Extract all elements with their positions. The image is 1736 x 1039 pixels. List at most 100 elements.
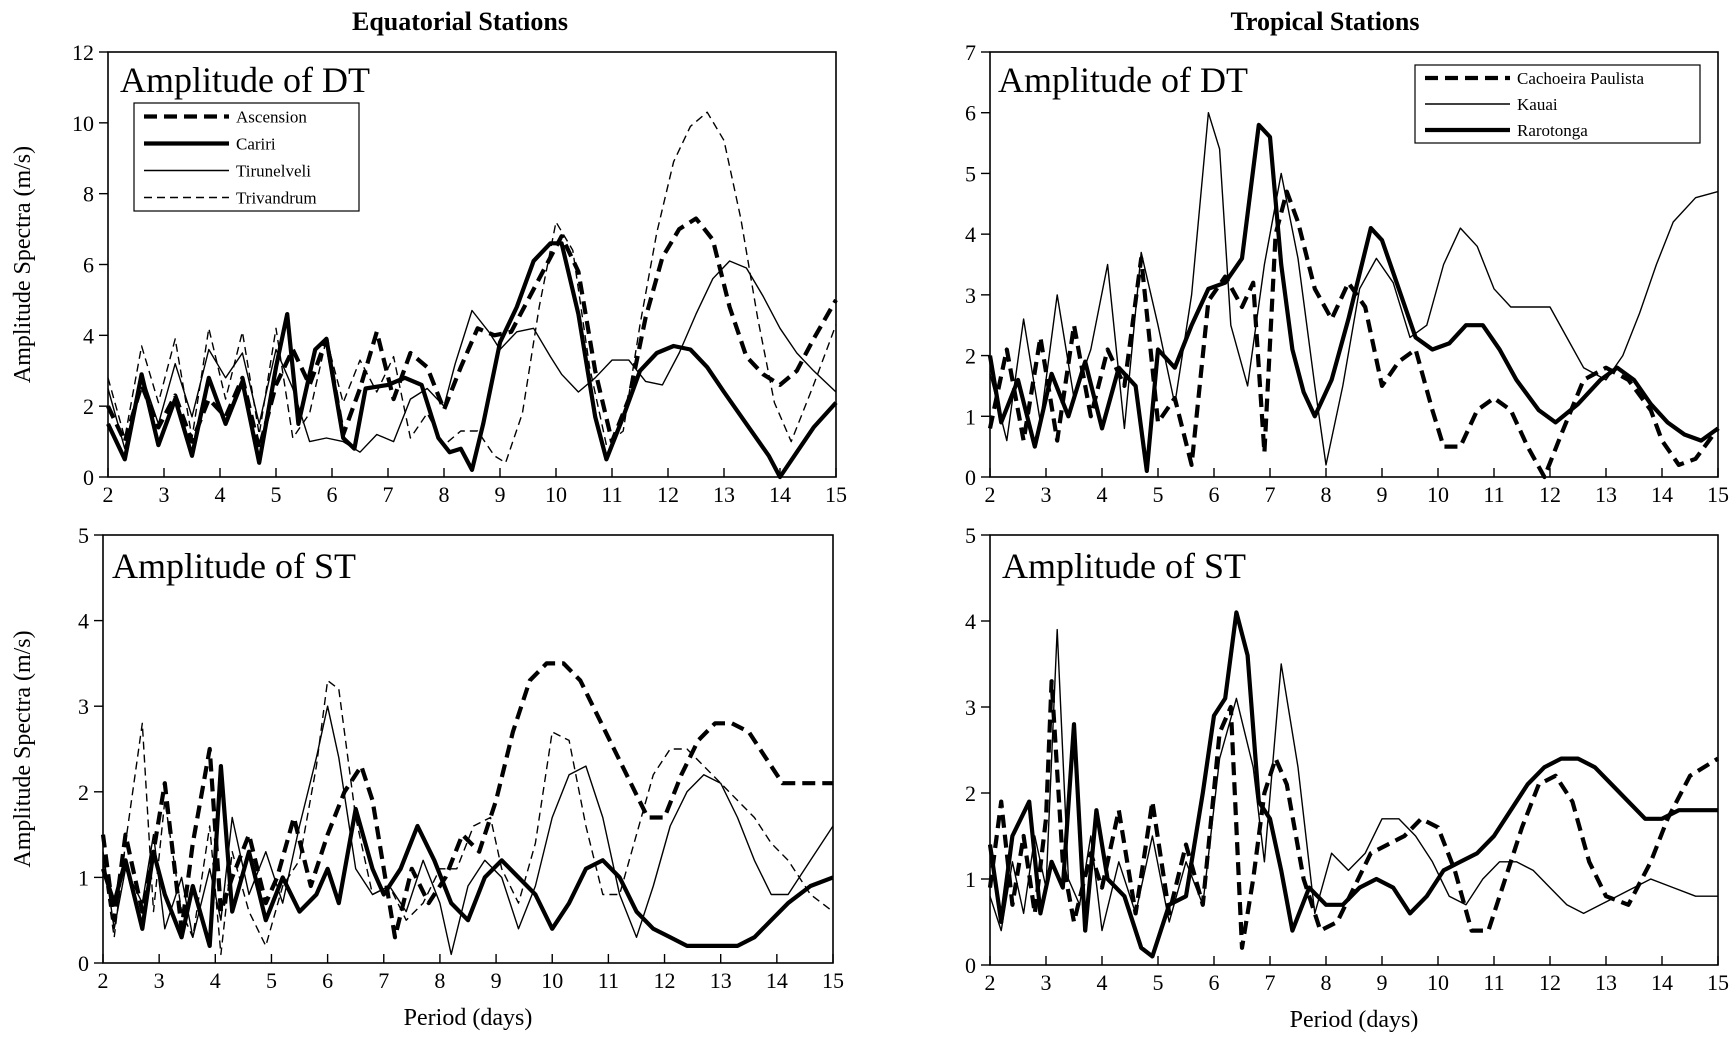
x-tick-label: 12	[1539, 970, 1561, 995]
x-tick-label: 14	[1651, 970, 1673, 995]
x-tick-label: 6	[1209, 482, 1220, 507]
x-tick-label: 15	[825, 482, 847, 507]
x-tick-label: 2	[985, 482, 996, 507]
series-line-cariri	[101, 763, 834, 949]
legend-label: Cariri	[236, 135, 276, 154]
y-axis-label: Amplitude Spectra (m/s)	[10, 146, 36, 383]
x-tick-label: 7	[1265, 970, 1276, 995]
x-tick-label: 4	[1097, 970, 1108, 995]
x-tick-label: 9	[495, 482, 506, 507]
x-tick-label: 11	[598, 968, 619, 993]
y-tick-label: 2	[965, 781, 976, 806]
plot-frame	[989, 51, 1719, 478]
series-line-kauai	[989, 628, 1718, 932]
x-tick-label: 5	[271, 482, 282, 507]
legend-box	[133, 102, 360, 212]
series-line-trivandrum	[107, 111, 837, 464]
y-tick-label: 4	[78, 609, 89, 634]
x-tick-label: 5	[1153, 970, 1164, 995]
x-tick-label: 8	[1321, 970, 1332, 995]
y-tick-label: 6	[83, 253, 94, 278]
x-tick-label: 12	[654, 968, 676, 993]
x-tick-label: 10	[541, 968, 563, 993]
y-tick-label: 1	[965, 404, 976, 429]
y-tick-label: 0	[78, 951, 89, 976]
legend: Cachoeira Paulista Kauai Rarotonga	[1414, 64, 1701, 144]
x-tick-label: 10	[545, 482, 567, 507]
x-tick-label: 12	[1539, 482, 1561, 507]
y-tick-label: 4	[965, 222, 976, 247]
x-axis-label: Period (days)	[1290, 1007, 1419, 1033]
series-line-cachoeira-paulista	[987, 189, 1720, 480]
y-tick-label: 10	[72, 111, 94, 136]
x-tick-label: 8	[434, 968, 445, 993]
x-tick-label: 8	[1321, 482, 1332, 507]
y-tick-label: 2	[78, 780, 89, 805]
x-tick-label: 9	[1377, 970, 1388, 995]
x-tick-label: 4	[1097, 482, 1108, 507]
y-tick-label: 1	[78, 865, 89, 890]
x-tick-label: 6	[327, 482, 338, 507]
panel-title: Amplitude of DT	[120, 60, 370, 100]
x-tick-label: 3	[1041, 482, 1052, 507]
y-tick-label: 1	[965, 867, 976, 892]
y-tick-label: 5	[78, 523, 89, 548]
y-tick-label: 8	[83, 182, 94, 207]
x-tick-label: 11	[1483, 482, 1504, 507]
y-tick-label: 3	[965, 695, 976, 720]
series-line-tirunelveli	[102, 705, 834, 956]
x-tick-label: 6	[1209, 970, 1220, 995]
y-tick-label: 4	[83, 323, 94, 348]
plot-frame	[102, 534, 834, 964]
legend-label: Rarotonga	[1517, 121, 1588, 140]
y-tick-label: 5	[965, 523, 976, 548]
series-line-tirunelveli	[107, 260, 837, 453]
y-tick-label: 0	[83, 465, 94, 490]
y-tick-label: 5	[965, 161, 976, 186]
x-tick-label: 4	[210, 968, 221, 993]
series-line-kauai	[989, 111, 1719, 466]
panel-title: Amplitude of DT	[998, 60, 1248, 100]
y-tick-label: 4	[965, 609, 976, 634]
x-tick-label: 2	[985, 970, 996, 995]
legend-label: Cachoeira Paulista	[1517, 69, 1644, 88]
series-line-ascension	[100, 661, 833, 940]
x-tick-label: 13	[1595, 482, 1617, 507]
series-line-rarotonga	[987, 122, 1720, 473]
x-tick-label: 10	[1427, 482, 1449, 507]
legend: Ascension Cariri Tirunelveli Trivandrum	[133, 102, 360, 212]
legend-label: Kauai	[1517, 95, 1558, 114]
x-axis-label: Period (days)	[404, 1005, 533, 1031]
x-tick-label: 14	[766, 968, 788, 993]
y-tick-label: 7	[965, 40, 976, 65]
x-tick-label: 9	[491, 968, 502, 993]
series-line-ascension	[106, 216, 838, 451]
y-tick-label: 0	[965, 465, 976, 490]
x-tick-label: 2	[103, 482, 114, 507]
x-tick-label: 8	[439, 482, 450, 507]
x-tick-label: 4	[215, 482, 226, 507]
x-tick-label: 5	[1153, 482, 1164, 507]
y-tick-label: 2	[83, 394, 94, 419]
y-tick-label: 6	[965, 101, 976, 126]
x-tick-label: 15	[1707, 970, 1729, 995]
x-tick-label: 14	[769, 482, 791, 507]
x-tick-label: 11	[1483, 970, 1504, 995]
y-tick-label: 2	[965, 344, 976, 369]
series-line-rarotonga	[987, 610, 1718, 959]
y-tick-label: 12	[72, 40, 94, 65]
x-tick-label: 12	[657, 482, 679, 507]
x-tick-label: 6	[322, 968, 333, 993]
series-line-cariri	[106, 241, 838, 480]
y-tick-label: 3	[78, 694, 89, 719]
x-tick-label: 7	[378, 968, 389, 993]
x-tick-label: 3	[1041, 970, 1052, 995]
x-tick-label: 15	[1707, 482, 1729, 507]
x-tick-label: 3	[159, 482, 170, 507]
x-tick-label: 2	[98, 968, 109, 993]
x-tick-label: 13	[710, 968, 732, 993]
